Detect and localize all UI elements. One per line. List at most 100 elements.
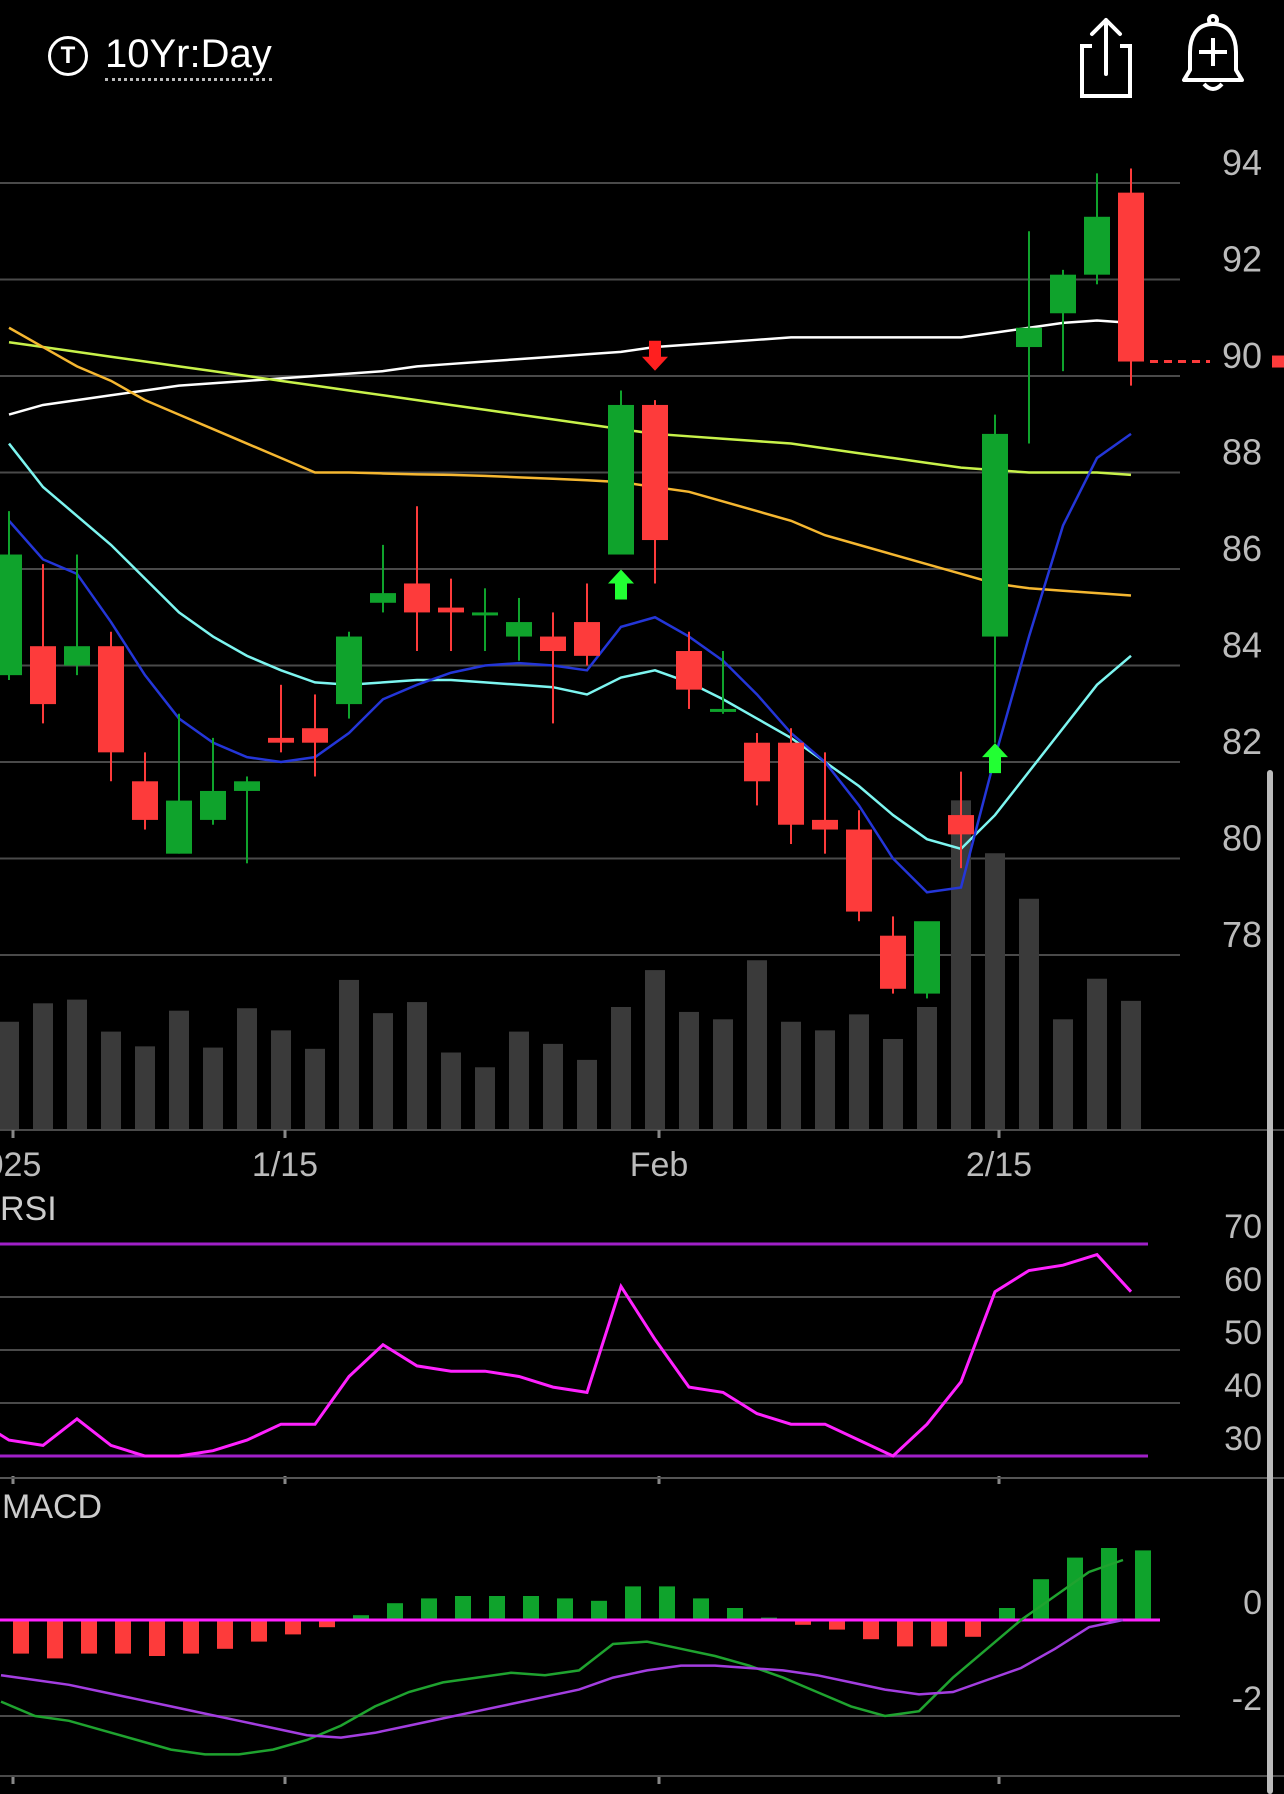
volume-bar [135, 1046, 155, 1130]
rsi-tick-label: 50 [1224, 1314, 1262, 1352]
timeframe-selector[interactable]: 10Yr:Day [105, 30, 272, 81]
candle-body [914, 921, 940, 994]
macd-histogram-bar [13, 1620, 29, 1654]
ticker-icon-letter: T [60, 42, 76, 69]
candle-body [642, 404, 668, 541]
candles [0, 168, 1144, 999]
candle-body [404, 583, 430, 613]
macd-histogram-bar [727, 1608, 743, 1620]
rsi-line [0, 1252, 1133, 1458]
moving-averages [8, 319, 1132, 894]
price-axis: 94 92 90 88 86 84 82 80 78 [1150, 142, 1284, 955]
volume-bar [1121, 1000, 1141, 1130]
candle-body [472, 612, 498, 616]
price-tick-label: 84 [1222, 625, 1262, 666]
volume-bars [0, 800, 1284, 1131]
price-tick-label: 78 [1222, 914, 1262, 955]
volume-bar [815, 1030, 835, 1130]
candle-body [710, 708, 736, 712]
macd-histogram-bar [897, 1620, 913, 1647]
volume-bar [747, 960, 767, 1130]
volume-bar [0, 1021, 19, 1130]
candle-body [234, 781, 260, 791]
volume-bar [339, 979, 359, 1130]
candle-body [30, 646, 56, 705]
macd-histogram-bar [251, 1620, 267, 1642]
chart-header: T 10Yr:Day [0, 0, 1284, 110]
volume-bar [271, 1030, 291, 1130]
macd-histogram-bar [659, 1586, 675, 1620]
macd-histogram-bar [1101, 1548, 1117, 1620]
volume-bar [101, 1031, 121, 1130]
moving-average-line [8, 326, 1132, 597]
macd-line [0, 1558, 1124, 1756]
macd-histogram-bar [81, 1620, 97, 1654]
volume-bar [645, 970, 665, 1130]
candle-body [574, 622, 600, 656]
candle-body [132, 781, 158, 820]
volume-bar [67, 999, 87, 1130]
volume-bar [373, 1013, 393, 1130]
volume-bar [1053, 1019, 1073, 1130]
candle-body [370, 593, 396, 603]
candle-body [608, 404, 634, 555]
bell-plus-icon[interactable] [1180, 14, 1246, 98]
candle-body [438, 607, 464, 613]
volume-bar [781, 1021, 801, 1130]
macd-histogram-bar [863, 1620, 879, 1640]
volume-bar [305, 1048, 325, 1130]
volume-bar [441, 1052, 461, 1130]
macd-histogram-bar [353, 1615, 369, 1620]
rsi-title: RSI [0, 1190, 57, 1228]
volume-bar [917, 1007, 937, 1130]
candle-body [744, 742, 770, 782]
macd-histogram-bar [557, 1598, 573, 1620]
rsi-tick-label: 40 [1224, 1367, 1262, 1405]
macd-histogram-bar [795, 1620, 811, 1625]
scroll-indicator[interactable] [1267, 770, 1273, 1794]
volume-bar [509, 1031, 529, 1130]
candle-body [0, 554, 22, 676]
volume-bar [985, 853, 1005, 1130]
date-tick-label: 025 [0, 1146, 41, 1184]
candle-body [880, 935, 906, 989]
date-tick-label: 1/15 [252, 1146, 318, 1184]
macd-histogram-bar [115, 1620, 131, 1654]
moving-average-line [8, 340, 1132, 477]
macd-histogram-bar [931, 1620, 947, 1647]
moving-average-line [8, 432, 1132, 894]
buy-signal-arrow [982, 743, 1008, 774]
candle-body [1050, 274, 1076, 314]
macd-histogram-bar [387, 1603, 403, 1620]
candle-body [846, 829, 872, 912]
candle-body [336, 636, 362, 705]
volume-bar [611, 1007, 631, 1130]
date-tick-label: 2/15 [966, 1146, 1032, 1184]
price-tick-label: 90 [1222, 335, 1262, 376]
moving-average-line [8, 442, 1132, 851]
price-tick-label: 80 [1222, 818, 1262, 859]
buy-signal-arrow [608, 569, 634, 600]
signal-arrows [608, 340, 1008, 774]
macd-histogram-bar [693, 1598, 709, 1620]
moving-average-line [8, 319, 1132, 416]
macd-histogram-bar [183, 1620, 199, 1654]
macd-histogram-bar [625, 1586, 641, 1620]
price-tick-label: 86 [1222, 528, 1262, 569]
candle-body [268, 737, 294, 743]
volume-bar [679, 1011, 699, 1130]
macd-histogram-bar [489, 1596, 505, 1620]
volume-bar [237, 1008, 257, 1130]
ticker-t-icon[interactable]: T [48, 36, 88, 76]
volume-bar [1019, 898, 1039, 1130]
candle-body [812, 819, 838, 830]
candle-body [64, 646, 90, 666]
date-tick-label: Feb [630, 1146, 689, 1184]
share-icon[interactable] [1076, 16, 1136, 98]
macd-histogram-bar [999, 1608, 1015, 1620]
candle-body [676, 651, 702, 690]
macd-histogram-bar [591, 1600, 607, 1620]
price-tick-label: 92 [1222, 239, 1262, 280]
rsi-tick-label: 30 [1224, 1420, 1262, 1458]
